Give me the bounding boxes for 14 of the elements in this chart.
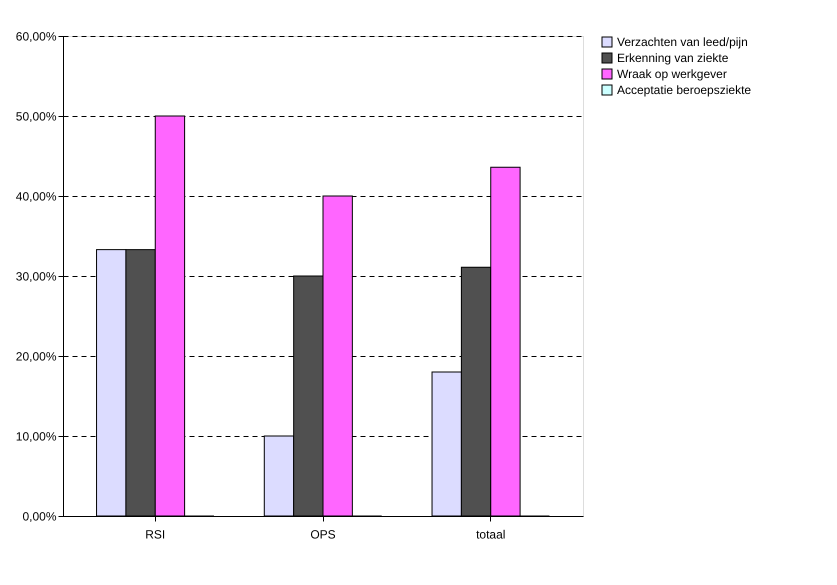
y-tick-label: 10,00% — [16, 430, 57, 444]
legend-label: Erkenning van ziekte — [617, 51, 729, 65]
legend-label: Acceptatie beroepsziekte — [617, 83, 752, 97]
y-tick-label: 30,00% — [16, 270, 57, 284]
legend-label: Wraak op werkgever — [617, 67, 727, 81]
y-tick-label: 40,00% — [16, 190, 57, 204]
y-tick-label: 60,00% — [16, 30, 57, 44]
legend-label: Verzachten van leed/pijn — [617, 35, 748, 49]
y-tick-label: 20,00% — [16, 350, 57, 364]
y-tick-label: 50,00% — [16, 110, 57, 124]
x-tick-label: OPS — [310, 528, 336, 542]
y-tick-label: 0,00% — [22, 510, 57, 524]
x-tick-label: RSI — [145, 528, 166, 542]
x-tick-label: totaal — [476, 528, 506, 542]
